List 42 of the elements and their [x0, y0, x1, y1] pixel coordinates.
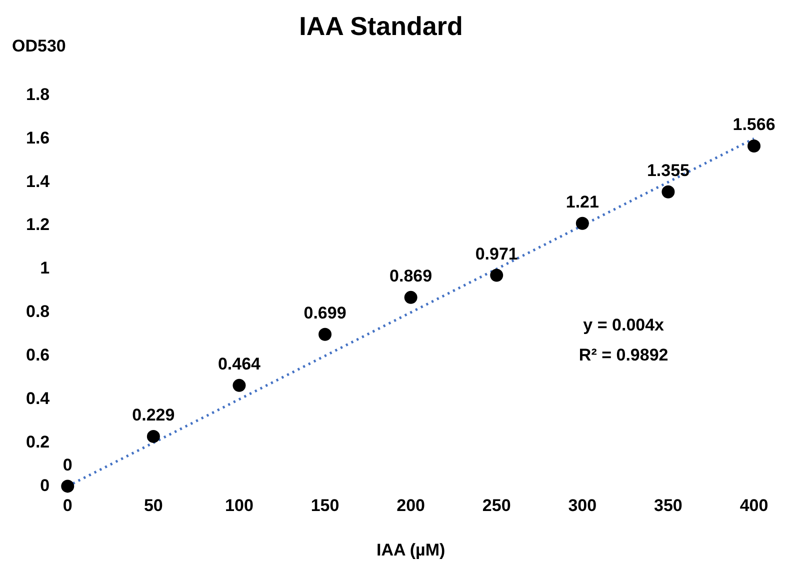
point — [662, 185, 675, 198]
point — [61, 480, 74, 493]
data-label: 1.355 — [646, 161, 690, 180]
x-tick-label: 200 — [396, 496, 426, 516]
point — [490, 268, 504, 282]
chart-title: IAA Standard — [299, 10, 463, 41]
data-label: 0.699 — [304, 304, 346, 323]
x-tick-label: 400 — [740, 496, 768, 516]
point — [576, 216, 589, 230]
x-axis-title: IAA (µM) — [376, 540, 446, 560]
x-tick-label: 250 — [482, 496, 511, 516]
y-tick-label: 0.2 — [26, 432, 50, 452]
y-tick-label: 0.4 — [26, 389, 50, 408]
data-label: 1.566 — [732, 115, 776, 134]
point — [404, 290, 418, 304]
annotation: y = 0.004x — [583, 316, 665, 335]
annotation: R² = 0.9892 — [578, 346, 668, 365]
y-tick-label: 1 — [40, 258, 50, 278]
x-tick-label: 300 — [568, 496, 597, 516]
y-tick-label: 1.2 — [26, 215, 50, 234]
x-tick-label: 150 — [310, 496, 340, 516]
x-tick-label: 50 — [144, 496, 163, 516]
data-label: 1.21 — [566, 192, 599, 212]
y-axis-title: OD530 — [12, 36, 66, 56]
data-label: 0.464 — [218, 354, 262, 374]
y-tick-label: 0 — [40, 476, 50, 495]
point — [748, 140, 760, 153]
y-tick-label: 1.4 — [26, 172, 50, 191]
data-label: 0.869 — [390, 266, 432, 286]
point — [146, 430, 160, 443]
y-tick-label: 0.6 — [26, 346, 50, 365]
point — [318, 328, 332, 341]
data-label: 0.971 — [475, 244, 518, 264]
y-tick-label: 1.8 — [26, 84, 50, 104]
point — [232, 378, 246, 392]
x-tick-label: 100 — [225, 496, 254, 516]
data-label: 0 — [62, 455, 72, 474]
y-tick-label: 1.6 — [26, 128, 50, 148]
x-tick-label: 0 — [62, 496, 72, 516]
y-tick-label: 0.8 — [26, 302, 50, 322]
data-label: 0.229 — [132, 406, 175, 425]
x-tick-label: 350 — [654, 496, 682, 516]
